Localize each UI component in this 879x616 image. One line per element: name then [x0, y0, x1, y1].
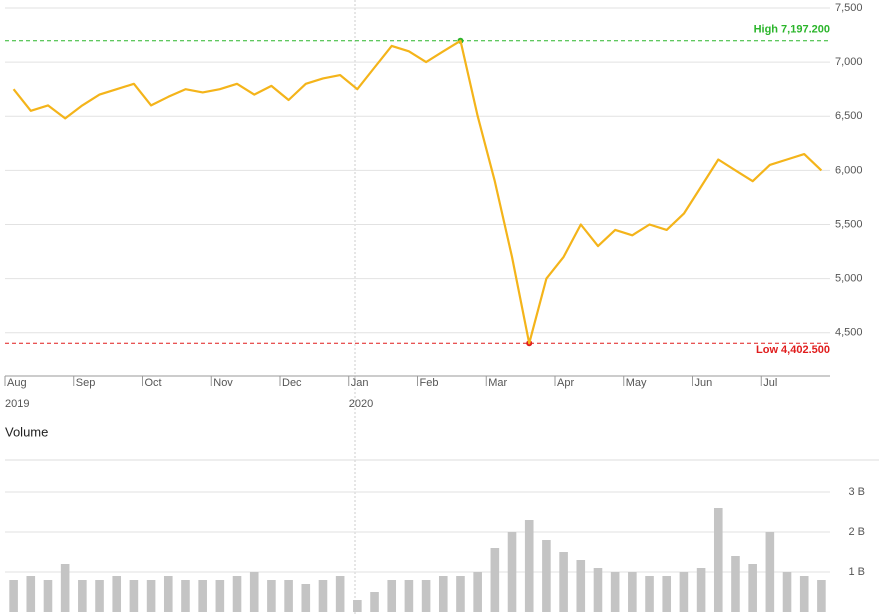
- x-tick-label: May: [626, 377, 647, 389]
- volume-bar: [782, 572, 792, 612]
- volume-bar: [284, 580, 293, 612]
- x-tick-label: Jan: [351, 377, 369, 389]
- year-label: 2019: [5, 398, 29, 410]
- volume-bar: [456, 576, 465, 612]
- volume-bar: [198, 580, 207, 612]
- y-tick-label: 6,500: [835, 110, 863, 122]
- volume-bar: [146, 580, 156, 612]
- volume-bar: [696, 568, 706, 612]
- volume-bar: [490, 548, 500, 612]
- volume-bar: [438, 576, 448, 612]
- volume-bar: [353, 600, 362, 612]
- volume-bar: [249, 572, 259, 612]
- y-tick-label: 5,500: [835, 218, 863, 230]
- volume-bar: [181, 580, 190, 612]
- volume-bar: [645, 576, 654, 612]
- volume-bar: [679, 572, 689, 612]
- high-label: High 7,197.200: [754, 24, 830, 36]
- volume-bar: [662, 576, 672, 612]
- y-tick-label: 7,000: [835, 56, 863, 68]
- volume-title: Volume: [5, 424, 48, 439]
- volume-bar: [817, 580, 826, 612]
- x-tick-label: Feb: [420, 377, 439, 389]
- volume-bar: [335, 576, 345, 612]
- volume-bar: [301, 584, 311, 612]
- volume-bar: [267, 580, 276, 612]
- volume-bar: [507, 532, 517, 612]
- volume-bar: [713, 508, 723, 612]
- volume-bar: [593, 568, 603, 612]
- volume-bar: [112, 576, 122, 612]
- volume-bar: [215, 580, 225, 612]
- x-tick-label: Sep: [76, 377, 96, 389]
- volume-bar: [318, 580, 328, 612]
- volume-bar: [387, 580, 397, 612]
- x-tick-label: Nov: [213, 377, 233, 389]
- low-label: Low 4,402.500: [756, 344, 830, 356]
- volume-bar: [232, 576, 242, 612]
- year-label: 2020: [349, 398, 373, 410]
- y-tick-label: 3 B: [848, 486, 865, 498]
- volume-bar: [799, 576, 809, 612]
- y-tick-label: 7,500: [835, 2, 863, 14]
- volume-bar: [628, 572, 637, 612]
- x-tick-label: Mar: [488, 377, 507, 389]
- y-tick-label: 6,000: [835, 164, 863, 176]
- x-tick-label: Apr: [557, 377, 574, 389]
- volume-bar: [95, 580, 104, 612]
- volume-bar: [129, 580, 139, 612]
- y-tick-label: 5,000: [835, 272, 863, 284]
- y-tick-label: 4,500: [835, 327, 863, 339]
- volume-bar: [524, 520, 534, 612]
- volume-bar: [748, 564, 757, 612]
- volume-bar: [43, 580, 53, 612]
- x-tick-label: Jul: [763, 377, 777, 389]
- volume-bar: [370, 592, 379, 612]
- volume-bar: [576, 560, 586, 612]
- volume-bar: [60, 564, 70, 612]
- volume-bar: [473, 572, 482, 612]
- y-tick-label: 2 B: [848, 526, 865, 538]
- x-tick-label: Oct: [145, 377, 162, 389]
- volume-bar: [404, 580, 414, 612]
- volume-bar: [765, 532, 775, 612]
- volume-bar: [163, 576, 173, 612]
- volume-bar: [610, 572, 620, 612]
- volume-bar: [9, 580, 18, 612]
- x-tick-label: Aug: [7, 377, 27, 389]
- x-tick-label: Jun: [695, 377, 713, 389]
- volume-bar: [731, 556, 740, 612]
- y-tick-label: 1 B: [848, 566, 865, 578]
- volume-bar: [421, 580, 431, 612]
- price-line: [12, 39, 823, 345]
- volume-bar: [26, 576, 36, 612]
- volume-bar: [559, 552, 568, 612]
- volume-bar: [78, 580, 87, 612]
- x-tick-label: Dec: [282, 377, 302, 389]
- volume-bar: [542, 540, 551, 612]
